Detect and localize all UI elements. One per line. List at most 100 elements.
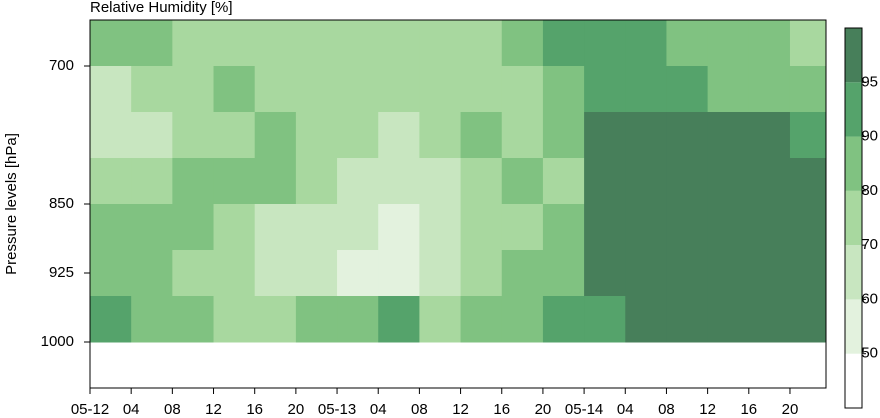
contour-cell	[337, 20, 379, 67]
contour-cell	[501, 250, 544, 297]
contour-cell	[789, 250, 826, 297]
contour-cell	[337, 204, 379, 251]
colorbar-tick-label: 80	[861, 182, 878, 199]
contour-cell	[584, 296, 626, 343]
contour-cell	[460, 250, 503, 297]
field	[90, 20, 826, 343]
contour-cell	[584, 204, 626, 251]
contour-cell	[172, 250, 215, 297]
contour-cell	[131, 204, 173, 251]
colorbar-tick-label: 50	[861, 345, 878, 362]
contour-cell	[501, 20, 544, 67]
contour-cell	[295, 112, 338, 159]
contour-cell	[666, 296, 709, 343]
colorbar-tick-label: 90	[861, 128, 878, 145]
y-axis-label: Pressure levels [hPa]	[3, 133, 20, 275]
contour-cell	[584, 66, 626, 113]
contour-cell	[460, 296, 503, 343]
contour-cell	[707, 112, 750, 159]
contour-cell	[501, 112, 544, 159]
contour-cell	[254, 250, 297, 297]
contour-cell	[419, 20, 462, 67]
contour-cell	[460, 158, 503, 205]
contour-cell	[378, 20, 420, 67]
colorbar-band	[845, 190, 862, 246]
contour-cell	[90, 158, 132, 205]
contour-cell	[419, 158, 462, 205]
x-tick-label: 08	[164, 401, 181, 418]
contour-cell	[213, 20, 256, 67]
colorbar-band	[845, 82, 862, 137]
contour-cell	[172, 204, 215, 251]
contour-cell	[90, 112, 132, 159]
contour-cell	[254, 158, 297, 205]
contour-cell	[501, 158, 544, 205]
contour-cell	[378, 204, 420, 251]
contour-cell	[131, 20, 173, 67]
contour-cell	[460, 112, 503, 159]
contour-cell	[337, 296, 379, 343]
contour-cell	[295, 66, 338, 113]
contour-cell	[542, 250, 585, 297]
contour-cell	[789, 158, 826, 205]
contour-cell	[625, 20, 667, 67]
contour-cell	[254, 296, 297, 343]
contour-cell	[90, 296, 132, 343]
contour-cell	[542, 66, 585, 113]
colorbar-tick-label: 95	[861, 73, 878, 90]
contour-cell	[666, 250, 709, 297]
contour-cell	[378, 66, 420, 113]
contour-cell	[254, 66, 297, 113]
contour-cell	[295, 296, 338, 343]
contour-cell	[254, 20, 297, 67]
contour-cell	[213, 250, 256, 297]
contour-cell	[501, 296, 544, 343]
contour-cell	[90, 20, 132, 67]
x-tick-label: 05-14	[565, 401, 603, 418]
contour-cell	[337, 158, 379, 205]
contour-cell	[213, 204, 256, 251]
contour-cell	[460, 204, 503, 251]
contour-cell	[584, 250, 626, 297]
contour-cell	[90, 66, 132, 113]
colorbar-tick-label: 70	[861, 236, 878, 253]
contour-cell	[542, 204, 585, 251]
contour-cell	[90, 204, 132, 251]
contour-cell	[501, 66, 544, 113]
contour-cell	[90, 250, 132, 297]
contour-cell	[748, 204, 791, 251]
x-tick-label: 04	[123, 401, 140, 418]
contour-cell	[131, 250, 173, 297]
contour-cell	[378, 112, 420, 159]
contour-cell	[172, 20, 215, 67]
x-tick-label: 16	[493, 401, 510, 418]
contour-cell	[460, 20, 503, 67]
colorbar-band	[845, 28, 862, 83]
x-tick-label: 12	[699, 401, 716, 418]
contour-cell	[666, 158, 709, 205]
colorbar-band	[845, 299, 862, 354]
contour-cell	[789, 296, 826, 343]
plot-frame	[89, 19, 827, 389]
x-tick-label: 05-13	[318, 401, 356, 418]
contour-cell	[625, 158, 667, 205]
contour-cell	[131, 112, 173, 159]
colorbar-band	[845, 353, 862, 408]
contour-cell	[172, 66, 215, 113]
contour-cell	[542, 158, 585, 205]
contour-cell	[625, 112, 667, 159]
contour-cell	[419, 296, 462, 343]
contour-cell	[748, 158, 791, 205]
contour-cell	[172, 296, 215, 343]
contour-cell	[295, 250, 338, 297]
contour-cell	[707, 296, 750, 343]
contour-cell	[172, 112, 215, 159]
contour-cell	[584, 158, 626, 205]
contour-cell	[584, 112, 626, 159]
x-tick-label: 04	[370, 401, 387, 418]
contour-cell	[625, 296, 667, 343]
contour-cell	[789, 112, 826, 159]
contour-cell	[625, 66, 667, 113]
contour-cell	[131, 296, 173, 343]
contour-cell	[542, 296, 585, 343]
